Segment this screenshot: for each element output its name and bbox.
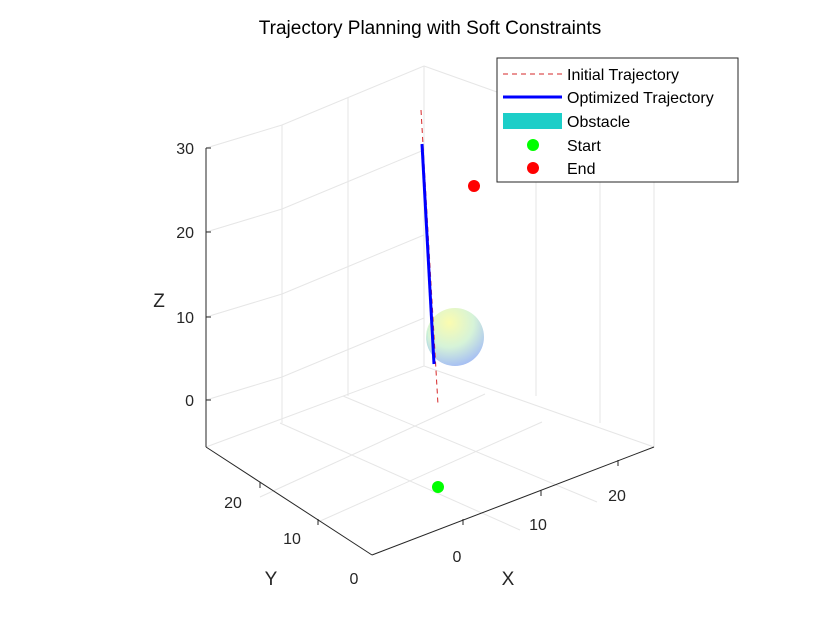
z-tick-0: 0 [185,393,194,410]
grid-z-30 [205,65,425,149]
z-tick-20: 20 [176,225,194,242]
x-tick-labels: 0 10 20 [453,488,626,566]
legend-item-end: End [527,161,595,178]
obstacle-sphere [426,308,484,366]
z-tick-labels: 30 20 10 0 [176,141,194,410]
legend-swatch-obstacle [503,113,562,129]
z-axis-label: Z [153,291,165,312]
axes-lines [205,148,655,556]
grid-floor-2 [317,421,543,523]
z-tick-10: 10 [176,310,194,327]
y-tick-0: 0 [350,571,359,588]
grid-z-10 [205,234,425,318]
grid-back-edge-3 [205,365,425,448]
x-tick-0: 0 [453,549,462,566]
y-axis-line [205,446,373,556]
grid-z-20 [205,149,425,233]
grid-back-edge-2 [423,365,655,448]
x-tick-10: 10 [529,517,547,534]
legend-item-initial: Initial Trajectory [503,67,679,84]
legend-item-optimized: Optimized Trajectory [503,90,714,107]
y-tick-20: 20 [224,495,242,512]
chart-title: Trajectory Planning with Soft Constraint… [259,18,602,39]
x-axis-line [371,446,655,556]
legend-swatch-start [527,139,539,151]
tick-marks [206,147,619,525]
z-tick-30: 30 [176,141,194,158]
legend-item-obstacle: Obstacle [503,113,630,131]
y-tick-10: 10 [283,531,301,548]
legend-label-initial: Initial Trajectory [567,67,679,84]
grid-floor-3 [279,422,521,531]
end-marker [468,180,480,192]
legend-swatch-end [527,162,539,174]
grid-floor-4 [342,395,598,503]
optimized-trajectory-line [420,143,436,365]
x-tick-20: 20 [608,488,626,505]
grid [205,65,655,531]
y-axis-label: Y [265,569,278,590]
legend: Initial Trajectory Optimized Trajectory … [496,57,739,183]
legend-label-obstacle: Obstacle [567,114,630,131]
legend-label-start: Start [567,138,601,155]
y-tick-labels: 20 10 0 [224,495,358,588]
legend-item-start: Start [527,138,601,155]
legend-label-end: End [567,161,595,178]
grid-z-0 [205,317,425,401]
legend-label-optimized: Optimized Trajectory [567,90,714,107]
start-marker [432,481,444,493]
grid-floor-1 [259,393,486,498]
plot-objects [420,109,484,493]
x-axis-label: X [502,569,515,590]
